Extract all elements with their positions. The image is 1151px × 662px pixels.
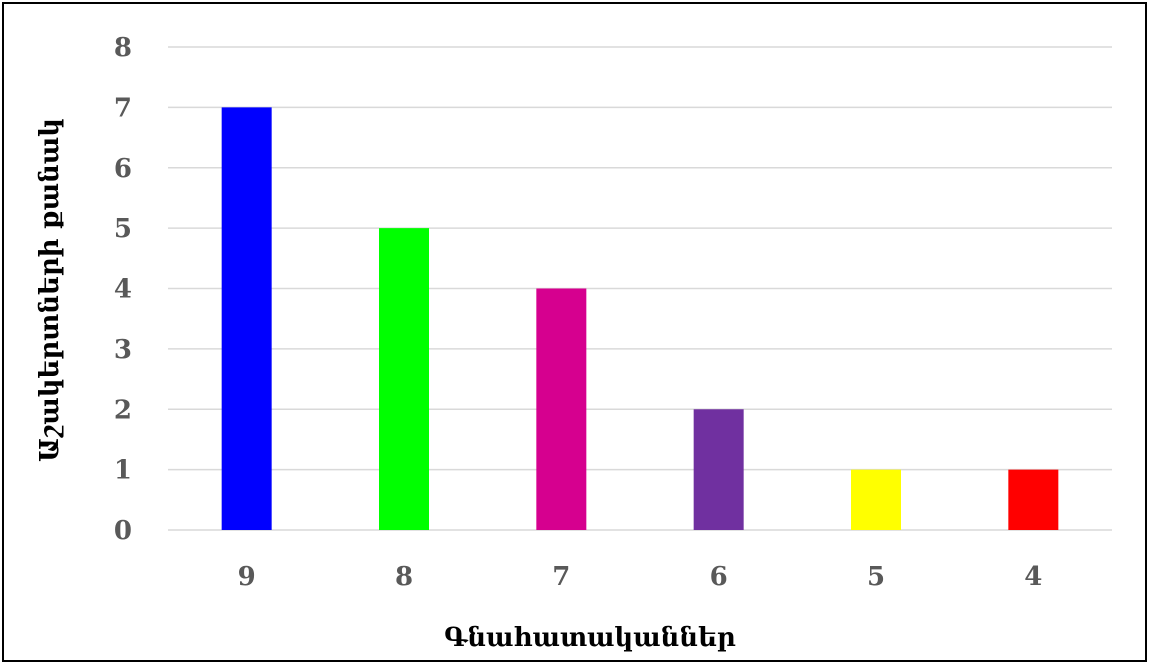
y-tick-label: 4 — [114, 275, 132, 305]
y-tick-label: 2 — [114, 395, 132, 425]
x-tick-label: 9 — [238, 562, 256, 592]
bar-6 — [693, 409, 744, 530]
x-tick-label: 4 — [1024, 562, 1042, 592]
y-tick-label: 5 — [114, 214, 132, 244]
y-tick-label: 1 — [114, 456, 132, 486]
bars — [221, 107, 1059, 530]
x-axis-title: Գնահատականներ — [444, 623, 736, 653]
y-tick-label: 7 — [114, 93, 132, 123]
x-tick-label: 8 — [395, 562, 413, 592]
bar-8 — [379, 228, 429, 530]
x-tick-labels: 9 8 7 6 5 4 — [238, 562, 1043, 592]
gridlines — [168, 46, 1112, 531]
bar-9 — [221, 107, 272, 530]
y-tick-label: 6 — [114, 154, 132, 184]
x-tick-label: 6 — [710, 562, 728, 592]
y-tick-labels: 0 1 2 3 4 5 6 7 8 — [114, 33, 132, 546]
bar-7 — [536, 288, 587, 530]
y-tick-label: 3 — [114, 335, 132, 365]
y-axis-title: Աշակերտների քանակ — [35, 118, 65, 462]
y-tick-label: 8 — [114, 33, 132, 63]
bar-4 — [1008, 469, 1059, 530]
x-tick-label: 7 — [552, 562, 570, 592]
y-tick-label: 0 — [114, 516, 132, 546]
bar-5 — [851, 469, 901, 530]
x-tick-label: 5 — [867, 562, 885, 592]
